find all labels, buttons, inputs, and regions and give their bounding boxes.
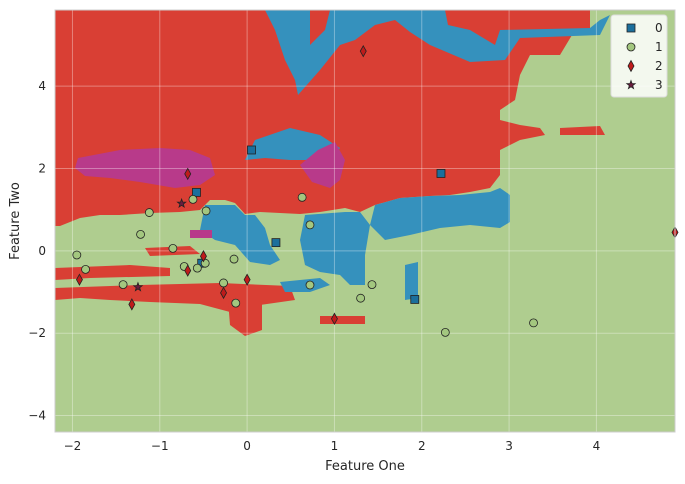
point-class-1 [168, 243, 178, 253]
point-class-1 [305, 280, 315, 290]
x-tick-label: 0 [243, 439, 251, 453]
point-class-1 [231, 298, 241, 308]
region-class-3-right [300, 142, 345, 188]
point-class-0 [247, 145, 256, 155]
y-tick-label: 2 [38, 162, 46, 176]
y-tick-label: 0 [38, 244, 46, 258]
point-class-0 [410, 295, 420, 304]
legend-label: 0 [655, 21, 663, 35]
point-class-1 [144, 208, 154, 217]
point-class-1 [192, 263, 202, 273]
point-class-3 [176, 197, 187, 209]
point-class-2 [128, 298, 136, 311]
point-class-2 [184, 167, 192, 181]
region-class-0-left [200, 205, 280, 265]
legend-label: 1 [655, 40, 663, 54]
point-class-2 [184, 264, 192, 277]
x-axis-label: Feature One [325, 459, 405, 474]
point-class-2 [199, 249, 207, 263]
legend-label: 2 [655, 59, 663, 73]
grid-lines [55, 10, 675, 432]
region-class-0-right [370, 188, 510, 240]
x-tick-labels: −2 −1 0 1 2 3 4 [64, 439, 601, 453]
region-class-0-bottom [280, 278, 330, 292]
point-class-1 [529, 318, 538, 328]
legend-marker-1 [626, 42, 636, 52]
point-class-1 [356, 293, 366, 303]
point-class-1 [229, 254, 239, 264]
point-class-1 [118, 280, 128, 290]
y-axis-label: Feature Two [8, 182, 23, 260]
point-class-0 [271, 238, 281, 248]
point-class-3 [132, 281, 144, 292]
x-tick-label: −2 [64, 439, 82, 453]
point-class-0 [436, 169, 446, 178]
region-class-0-strip [405, 262, 418, 300]
region-class-3-left [75, 148, 215, 188]
x-tick-label: −1 [151, 439, 169, 453]
point-class-1 [297, 192, 307, 202]
region-class-3-small [190, 230, 212, 238]
x-tick-label: 2 [418, 439, 426, 453]
y-tick-label: −4 [28, 409, 46, 423]
point-class-1 [305, 220, 315, 230]
y-tick-labels: −4 −2 0 2 4 [28, 79, 46, 422]
point-class-1 [440, 327, 450, 337]
point-class-1 [367, 280, 377, 290]
point-class-2 [330, 312, 338, 326]
point-class-1 [201, 206, 211, 216]
x-tick-label: 1 [331, 439, 339, 453]
region-class-2-patch-e [560, 126, 605, 135]
point-class-2 [243, 273, 251, 286]
region-class-0-center [300, 212, 370, 285]
region-class-2-patch-b [228, 300, 262, 336]
legend-marker-3 [625, 79, 637, 90]
point-class-1 [188, 194, 198, 204]
point-class-1 [136, 229, 145, 239]
point-class-0 [192, 187, 201, 197]
x-tick-label: 3 [505, 439, 513, 453]
x-tick-label: 4 [593, 439, 601, 453]
legend-label: 3 [655, 78, 663, 92]
legend-marker-0 [626, 23, 636, 33]
point-class-2 [75, 273, 83, 286]
point-class-2 [359, 44, 367, 58]
y-tick-label: 4 [38, 79, 46, 93]
point-class-2 [220, 286, 227, 300]
legend: 0 1 2 3 [610, 14, 668, 98]
point-class-1 [219, 278, 228, 288]
region-class-0-top [265, 10, 610, 95]
y-tick-label: −2 [28, 326, 46, 340]
point-class-1 [81, 264, 90, 274]
legend-box [610, 14, 668, 98]
region-class-2-patch-d [320, 316, 365, 324]
point-class-1 [72, 250, 82, 260]
plot-frame [54, 9, 676, 433]
data-markers [72, 44, 679, 337]
legend-marker-2 [627, 59, 635, 73]
